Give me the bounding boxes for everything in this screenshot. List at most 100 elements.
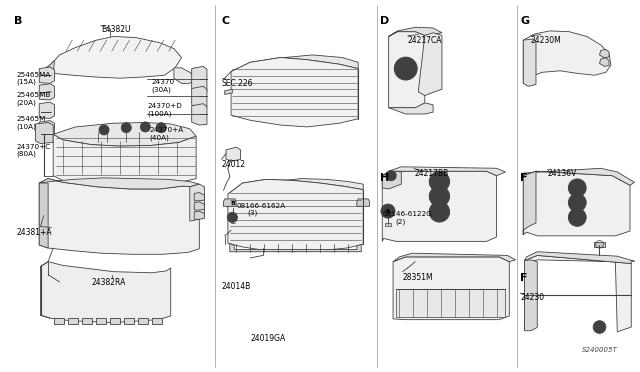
Polygon shape xyxy=(54,318,64,324)
Text: 24370+C: 24370+C xyxy=(17,144,51,150)
Circle shape xyxy=(429,186,449,206)
Polygon shape xyxy=(228,179,363,194)
Polygon shape xyxy=(382,171,497,241)
Text: SEC.226: SEC.226 xyxy=(221,79,253,88)
Bar xyxy=(595,242,605,247)
Polygon shape xyxy=(53,122,196,146)
Text: 24370+A: 24370+A xyxy=(150,127,184,133)
Text: 24217BB: 24217BB xyxy=(414,169,448,179)
Text: S240005T: S240005T xyxy=(582,347,618,353)
Polygon shape xyxy=(525,260,537,331)
Circle shape xyxy=(593,321,606,333)
Polygon shape xyxy=(388,27,442,36)
Text: 24230: 24230 xyxy=(520,293,544,302)
Text: 08166-6162A: 08166-6162A xyxy=(236,203,285,209)
Polygon shape xyxy=(152,318,162,324)
Polygon shape xyxy=(174,68,196,83)
Polygon shape xyxy=(419,33,442,96)
Polygon shape xyxy=(192,66,207,92)
Polygon shape xyxy=(525,252,634,263)
Polygon shape xyxy=(223,199,236,206)
Text: 24217CA: 24217CA xyxy=(408,36,442,45)
Polygon shape xyxy=(525,256,631,332)
Text: (15A): (15A) xyxy=(17,79,36,86)
Polygon shape xyxy=(83,318,92,324)
Text: F: F xyxy=(520,173,527,183)
Text: (2): (2) xyxy=(395,218,405,225)
Text: 28351M: 28351M xyxy=(403,273,433,282)
Polygon shape xyxy=(35,122,53,144)
Text: (40A): (40A) xyxy=(150,134,170,141)
Circle shape xyxy=(156,123,166,133)
Text: 25465MB: 25465MB xyxy=(17,92,51,98)
Polygon shape xyxy=(194,202,204,210)
Text: 24370+D: 24370+D xyxy=(147,103,182,109)
Circle shape xyxy=(429,171,449,192)
Text: D: D xyxy=(380,16,390,26)
Text: B: B xyxy=(386,209,390,214)
Circle shape xyxy=(386,171,396,181)
Text: (3): (3) xyxy=(247,210,257,217)
Polygon shape xyxy=(226,147,241,161)
Text: 24370: 24370 xyxy=(152,79,175,85)
Polygon shape xyxy=(39,84,54,100)
Polygon shape xyxy=(524,168,634,185)
Polygon shape xyxy=(192,104,207,125)
Text: 24381+A: 24381+A xyxy=(17,228,52,237)
Circle shape xyxy=(568,179,586,197)
Polygon shape xyxy=(39,67,54,83)
Text: F: F xyxy=(520,273,527,283)
Text: B: B xyxy=(230,201,236,206)
Polygon shape xyxy=(138,318,148,324)
Polygon shape xyxy=(524,171,630,236)
Polygon shape xyxy=(44,36,182,78)
Polygon shape xyxy=(40,262,171,323)
Polygon shape xyxy=(39,183,48,248)
Polygon shape xyxy=(39,121,54,137)
Polygon shape xyxy=(524,171,536,235)
Polygon shape xyxy=(388,103,433,114)
Text: C: C xyxy=(221,16,230,26)
Polygon shape xyxy=(124,318,134,324)
Text: 25465M: 25465M xyxy=(17,116,45,122)
Polygon shape xyxy=(39,179,199,254)
Polygon shape xyxy=(190,184,204,221)
Polygon shape xyxy=(53,134,196,187)
Polygon shape xyxy=(225,89,232,94)
Polygon shape xyxy=(231,55,358,71)
Polygon shape xyxy=(230,243,362,252)
Polygon shape xyxy=(524,31,611,83)
Bar xyxy=(396,289,506,317)
Polygon shape xyxy=(97,318,106,324)
Polygon shape xyxy=(228,179,363,252)
Polygon shape xyxy=(357,199,369,206)
Text: (30A): (30A) xyxy=(152,86,172,93)
Polygon shape xyxy=(39,178,199,189)
Circle shape xyxy=(140,122,150,132)
Polygon shape xyxy=(110,318,120,324)
Polygon shape xyxy=(44,61,54,82)
Circle shape xyxy=(227,212,237,222)
Polygon shape xyxy=(382,171,401,189)
Text: E4382U: E4382U xyxy=(101,25,131,34)
Circle shape xyxy=(227,198,239,210)
Polygon shape xyxy=(194,193,204,201)
Polygon shape xyxy=(68,318,78,324)
Circle shape xyxy=(381,204,395,218)
Polygon shape xyxy=(382,167,506,176)
Text: 25465MA: 25465MA xyxy=(17,71,51,77)
Text: 24382RA: 24382RA xyxy=(92,278,125,287)
Polygon shape xyxy=(194,211,204,219)
Bar xyxy=(385,223,391,225)
Polygon shape xyxy=(524,39,536,86)
Text: (20A): (20A) xyxy=(17,99,36,106)
Polygon shape xyxy=(192,86,207,108)
Text: 24230M: 24230M xyxy=(531,36,562,45)
Circle shape xyxy=(568,194,586,212)
Polygon shape xyxy=(231,58,358,127)
Text: 24136V: 24136V xyxy=(547,169,577,179)
Text: G: G xyxy=(520,16,529,26)
Polygon shape xyxy=(39,102,54,118)
Circle shape xyxy=(568,208,586,226)
Text: H: H xyxy=(380,173,390,183)
